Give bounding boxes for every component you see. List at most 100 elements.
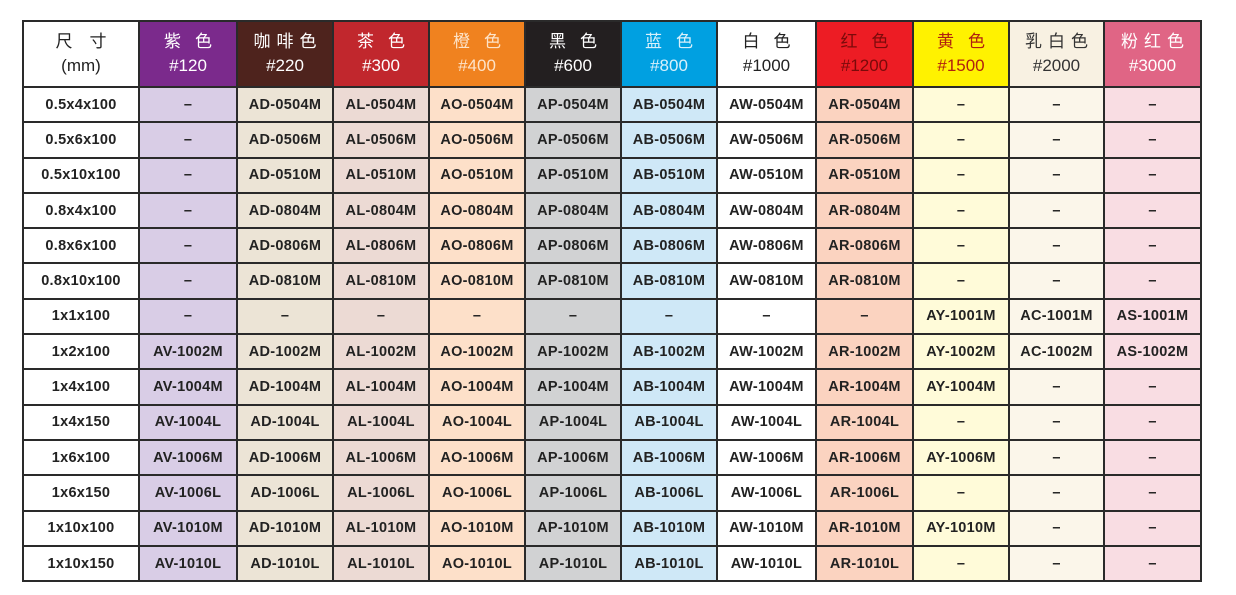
color-code: #300 bbox=[362, 56, 400, 75]
part-number-cell: AR-0806M bbox=[815, 227, 914, 265]
part-number-cell: – bbox=[1103, 121, 1202, 159]
part-number-cell: – bbox=[1103, 262, 1202, 300]
part-number-cell: – bbox=[138, 121, 238, 159]
part-number-cell: AO-1004L bbox=[428, 403, 526, 441]
part-number-cell: AW-0806M bbox=[716, 227, 817, 265]
part-number-cell: AB-0504M bbox=[620, 85, 718, 124]
header-color-4: 黑色 #600 bbox=[524, 20, 622, 88]
part-number-cell: – bbox=[1008, 156, 1105, 194]
part-number-cell: AB-0806M bbox=[620, 227, 718, 265]
size-cell: 1x1x100 bbox=[22, 297, 140, 336]
color-code: #3000 bbox=[1128, 56, 1177, 75]
part-number-cell: – bbox=[912, 474, 1010, 512]
table-row: 0.8x4x100– AD-0804M AL-0804M AO-0804M AP-080… bbox=[22, 191, 1202, 230]
part-number-cell: AO-0510M bbox=[428, 156, 526, 194]
part-number-cell: AV-1010M bbox=[138, 509, 238, 547]
part-number-cell: – bbox=[1008, 474, 1105, 512]
part-number-cell: – bbox=[716, 297, 817, 336]
part-number-cell: – bbox=[912, 156, 1010, 194]
color-name: 橙色 bbox=[453, 32, 515, 51]
header-color-6: 白色 #1000 bbox=[716, 20, 817, 88]
part-number-cell: AB-1006L bbox=[620, 474, 718, 512]
part-number-cell: – bbox=[1008, 403, 1105, 441]
header-color-7: 红色 #1200 bbox=[815, 20, 914, 88]
size-cell: 1x6x100 bbox=[22, 438, 140, 477]
part-number-cell: – bbox=[1103, 191, 1202, 230]
part-number-cell: AL-0810M bbox=[332, 262, 430, 300]
color-code: #1200 bbox=[840, 56, 889, 75]
color-code: #2000 bbox=[1032, 56, 1081, 75]
part-number-cell: – bbox=[1008, 509, 1105, 547]
part-number-cell: AR-0810M bbox=[815, 262, 914, 300]
part-number-cell: AO-1006M bbox=[428, 438, 526, 477]
size-cell: 0.8x4x100 bbox=[22, 191, 140, 230]
color-code: #1500 bbox=[937, 56, 985, 75]
color-code: #800 bbox=[650, 56, 688, 75]
part-number-cell: AW-1006L bbox=[716, 474, 817, 512]
part-number-cell: AD-0810M bbox=[236, 262, 334, 300]
header-color-2: 茶色 #300 bbox=[332, 20, 430, 88]
part-number-cell: AL-1006M bbox=[332, 438, 430, 477]
header-color-0: 紫色 #120 bbox=[138, 20, 238, 88]
part-number-cell: AD-1010L bbox=[236, 544, 334, 583]
part-number-cell: AD-0510M bbox=[236, 156, 334, 194]
color-code: #1000 bbox=[742, 56, 791, 75]
part-number-cell: – bbox=[1103, 85, 1202, 124]
part-number-cell: AY-1010M bbox=[912, 509, 1010, 547]
part-number-cell: AV-1006L bbox=[138, 474, 238, 512]
table-row: 0.8x10x100– AD-0810M AL-0810M AO-0810M AP-08… bbox=[22, 262, 1202, 300]
part-number-cell: AR-0504M bbox=[815, 85, 914, 124]
color-name: 咖啡色 bbox=[253, 32, 323, 51]
part-number-cell: – bbox=[1103, 509, 1202, 547]
part-number-cell: – bbox=[1008, 368, 1105, 406]
part-number-cell: AO-0804M bbox=[428, 191, 526, 230]
part-number-cell: – bbox=[138, 297, 238, 336]
part-number-cell: – bbox=[1008, 438, 1105, 477]
size-cell: 1x10x100 bbox=[22, 509, 140, 547]
part-number-cell: AL-0806M bbox=[332, 227, 430, 265]
color-code: #120 bbox=[169, 56, 207, 75]
part-number-cell: AW-0510M bbox=[716, 156, 817, 194]
part-number-cell: – bbox=[1008, 191, 1105, 230]
table-row: 1x4x100 AV-1004M AD-1004M AL-1004M AO-1004M A… bbox=[22, 368, 1202, 406]
part-number-cell: AL-0504M bbox=[332, 85, 430, 124]
part-number-cell: AR-0804M bbox=[815, 191, 914, 230]
size-cell: 1x4x100 bbox=[22, 368, 140, 406]
part-number-cell: AD-1004M bbox=[236, 368, 334, 406]
header-color-1: 咖啡色 #220 bbox=[236, 20, 334, 88]
part-number-cell: AR-1006L bbox=[815, 474, 914, 512]
part-number-cell: AY-1002M bbox=[912, 333, 1010, 371]
part-number-cell: – bbox=[1008, 262, 1105, 300]
header-color-8: 黄色 #1500 bbox=[912, 20, 1010, 88]
part-number-cell: AR-1006M bbox=[815, 438, 914, 477]
part-number-cell: AB-0506M bbox=[620, 121, 718, 159]
table-row: 1x6x150 AV-1006L AD-1006L AL-1006L AO-1006L A… bbox=[22, 474, 1202, 512]
part-number-cell: AC-1002M bbox=[1008, 333, 1105, 371]
part-number-cell: AD-0806M bbox=[236, 227, 334, 265]
part-number-cell: AD-0804M bbox=[236, 191, 334, 230]
part-number-cell: AB-1002M bbox=[620, 333, 718, 371]
header-color-9: 乳白色 #2000 bbox=[1008, 20, 1105, 88]
part-number-cell: AO-0504M bbox=[428, 85, 526, 124]
part-number-cell: AD-1010M bbox=[236, 509, 334, 547]
part-number-cell: – bbox=[138, 191, 238, 230]
part-number-cell: AO-1010L bbox=[428, 544, 526, 583]
part-number-cell: – bbox=[1103, 544, 1202, 583]
table-row: 0.5x4x100– AD-0504M AL-0504M AO-0504M AP-050… bbox=[22, 85, 1202, 124]
part-number-cell: AO-1002M bbox=[428, 333, 526, 371]
part-number-cell: AL-0804M bbox=[332, 191, 430, 230]
part-number-cell: AR-1004L bbox=[815, 403, 914, 441]
part-number-cell: – bbox=[138, 85, 238, 124]
part-number-cell: – bbox=[912, 85, 1010, 124]
part-number-cell: AB-1010M bbox=[620, 509, 718, 547]
part-number-cell: AW-1004L bbox=[716, 403, 817, 441]
part-number-cell: AO-1010M bbox=[428, 509, 526, 547]
part-number-cell: AL-0510M bbox=[332, 156, 430, 194]
part-number-cell: AS-1001M bbox=[1103, 297, 1202, 336]
part-number-cell: AP-0806M bbox=[524, 227, 622, 265]
color-name: 黄色 bbox=[937, 32, 999, 51]
size-label: 尺 寸 bbox=[55, 32, 107, 51]
part-number-cell: AB-0810M bbox=[620, 262, 718, 300]
part-number-cell: AS-1002M bbox=[1103, 333, 1202, 371]
header-color-3: 橙色 #400 bbox=[428, 20, 526, 88]
